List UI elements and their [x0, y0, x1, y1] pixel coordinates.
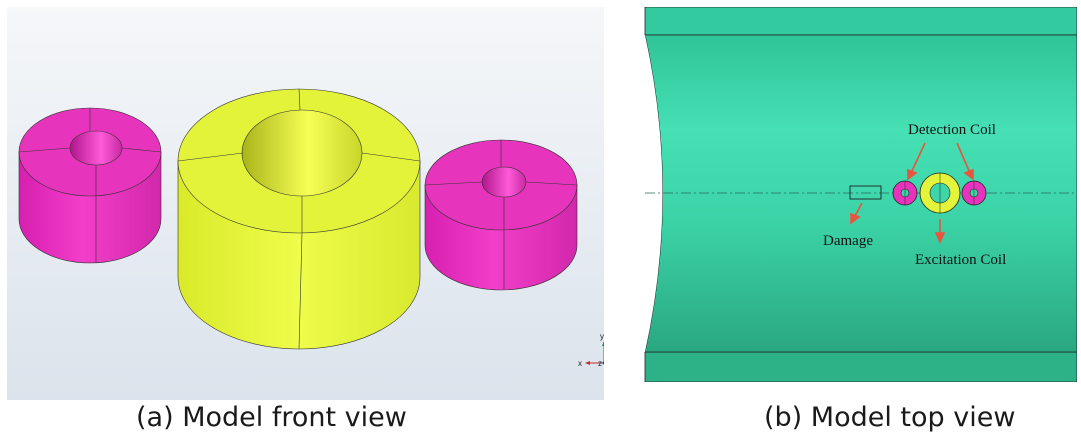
- axes-triad-icon: y x z: [578, 332, 604, 368]
- detection-coil-label: Detection Coil: [908, 122, 996, 138]
- right-detection-coil: [424, 139, 578, 291]
- axis-x-label: x: [578, 359, 582, 368]
- axis-z-label: z: [598, 359, 602, 368]
- right-detection-coil-top: [961, 180, 987, 206]
- arrow-to-damage: [850, 202, 863, 225]
- damage-label: Damage: [823, 233, 873, 249]
- model-top-view-panel: Detection Coil Damage Excitation Coil: [640, 7, 1077, 382]
- caption-front-view: (a) Model front view: [136, 402, 407, 433]
- excitation-coil-top: [919, 172, 961, 214]
- damage-marker: [849, 185, 882, 200]
- excitation-coil-label: Excitation Coil: [915, 252, 1006, 268]
- arrow-to-left-detection-coil: [907, 142, 926, 181]
- central-excitation-coil: [177, 88, 421, 350]
- axis-y-label: y: [600, 332, 604, 341]
- model-front-view-panel: y x z: [7, 7, 604, 400]
- pipe-body: [640, 7, 1077, 382]
- left-detection-coil: [18, 107, 162, 264]
- arrow-to-excitation-coil: [934, 219, 946, 244]
- arrow-to-right-detection-coil: [956, 142, 974, 181]
- caption-top-view: (b) Model top view: [764, 402, 1016, 433]
- top-view-render: Detection Coil Damage Excitation Coil: [640, 7, 1077, 382]
- left-detection-coil-top: [892, 180, 918, 206]
- front-view-render: y x z: [7, 7, 604, 400]
